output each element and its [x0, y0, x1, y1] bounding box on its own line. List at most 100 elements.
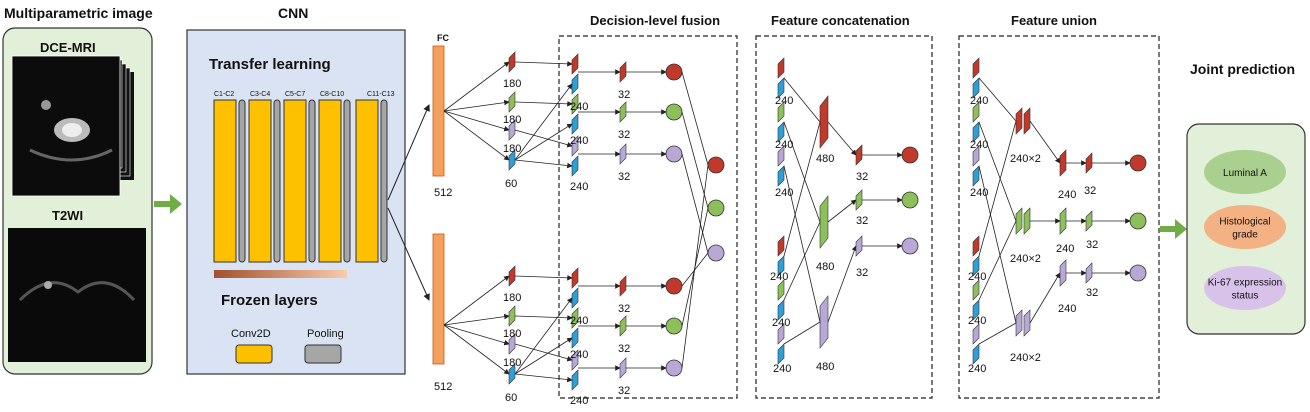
- feature-vector: [972, 235, 980, 257]
- decision-fusion-title: Decision-level fusion: [590, 13, 720, 28]
- connection-line: [514, 337, 573, 375]
- pool-block: [380, 99, 388, 263]
- cnn-title: CNN: [278, 5, 308, 21]
- connection-line: [978, 77, 1017, 122]
- feature-vector-blue: [777, 77, 785, 99]
- concat-feature-vector: [819, 95, 829, 149]
- pool-block: [273, 99, 281, 263]
- feature-vector: [571, 53, 579, 75]
- cnn-to-fc-top-arrow: [387, 104, 430, 201]
- size-label: 240×2: [1010, 153, 1041, 165]
- output-node: [901, 191, 919, 209]
- conv-block: [283, 99, 307, 263]
- feature-vector: [1059, 259, 1067, 287]
- connection-line: [783, 321, 821, 345]
- feature-vector: [1059, 149, 1067, 177]
- size-label: 240: [772, 317, 790, 329]
- output-node: [665, 359, 683, 377]
- connection-line: [514, 83, 573, 161]
- feature-vector: [777, 101, 785, 123]
- connection-line: [443, 110, 510, 132]
- feature-vector: [619, 101, 627, 123]
- dce-mri-image-stack: [11, 55, 134, 197]
- feature-vector-blue: [972, 77, 980, 99]
- feature-vector: [855, 235, 863, 257]
- feature-vector: [1059, 207, 1067, 235]
- size-label: 180: [503, 292, 521, 304]
- connection-line: [978, 322, 1017, 345]
- connection-line: [514, 373, 573, 383]
- task-label: status: [1232, 291, 1259, 302]
- feature-vector: [972, 101, 980, 123]
- connection-line: [514, 275, 573, 281]
- feature-vector: [1023, 207, 1031, 235]
- task-label: grade: [1232, 230, 1258, 241]
- size-label: 240: [1058, 303, 1076, 315]
- size-label: 60: [505, 392, 517, 404]
- feature-vector: [855, 189, 863, 211]
- feature-vector: [508, 51, 516, 73]
- feature-vector: [777, 145, 785, 167]
- feature-vector-blue: [571, 327, 579, 349]
- size-label: 240: [970, 95, 988, 107]
- size-label: 32: [1086, 239, 1098, 251]
- connection-line: [783, 77, 821, 123]
- size-label: 240: [1056, 243, 1074, 255]
- cnn-to-fc-bottom-arrow: [387, 207, 430, 301]
- feature-vector: [777, 279, 785, 301]
- feature-vector-blue: [777, 299, 785, 321]
- legend-conv-swatch: [235, 344, 273, 364]
- output-node: [665, 277, 683, 295]
- connection-line: [783, 221, 821, 301]
- block-label-c11-c13: C11-C13: [367, 91, 395, 98]
- frozen-gradient-bar: [214, 270, 347, 278]
- conv-block: [355, 99, 379, 263]
- size-label: 240: [770, 271, 788, 283]
- connection-line: [681, 111, 709, 209]
- feature-vector: [972, 323, 980, 345]
- legend-conv-label: Conv2D: [231, 328, 271, 340]
- pool-block: [308, 99, 316, 263]
- connection-line: [443, 110, 510, 161]
- feature-vector: [508, 91, 516, 113]
- output-node: [665, 103, 683, 121]
- feature-vector: [1015, 207, 1023, 235]
- size-label: 240: [968, 363, 986, 375]
- size-label: 240×2: [1010, 352, 1041, 364]
- size-label: 32: [856, 171, 868, 183]
- connection-line: [827, 121, 857, 156]
- task-label: Ki-67 expression: [1208, 278, 1282, 289]
- feature-union-box: [958, 35, 1160, 399]
- output-node: [665, 145, 683, 163]
- connection-line: [443, 324, 510, 375]
- legend-pool-swatch: [304, 344, 342, 364]
- feature-concat-box: [755, 35, 933, 399]
- task-label: Histological: [1219, 217, 1270, 228]
- feature-vector: [777, 57, 785, 79]
- feature-vector: [571, 307, 579, 329]
- size-label: 32: [1084, 185, 1096, 197]
- size-label: 240: [570, 135, 588, 147]
- size-label: 180: [503, 78, 521, 90]
- dce-mri-label: DCE-MRI: [40, 40, 96, 55]
- feature-vector: [1015, 107, 1023, 135]
- connection-line: [827, 245, 857, 323]
- connection-line: [443, 61, 510, 112]
- feature-vector: [1085, 262, 1093, 284]
- connection-line: [681, 153, 709, 254]
- feature-vector: [508, 119, 516, 141]
- task-label: Luminal A: [1223, 168, 1267, 179]
- joint-prediction-tasks: Luminal A Histological grade Ki-67 expressi…: [1204, 150, 1286, 310]
- size-label: 32: [1086, 287, 1098, 299]
- feature-vector: [972, 145, 980, 167]
- feature-vector: [508, 149, 516, 171]
- feature-vector: [508, 363, 516, 385]
- feature-vector: [1085, 210, 1093, 232]
- feature-vector: [777, 235, 785, 257]
- output-node: [901, 237, 919, 255]
- size-label: 240: [775, 139, 793, 151]
- feature-concat-title: Feature concatenation: [771, 13, 910, 28]
- feature-vector-blue: [972, 121, 980, 143]
- size-label: 240: [1058, 189, 1076, 201]
- size-label: 180: [503, 357, 521, 369]
